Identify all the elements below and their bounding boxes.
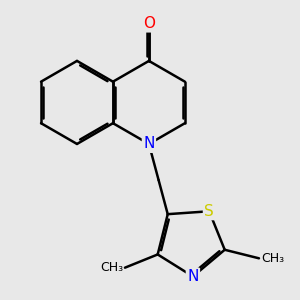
Text: N: N (187, 269, 199, 284)
Text: N: N (143, 136, 154, 152)
Text: CH₃: CH₃ (261, 252, 284, 265)
Text: CH₃: CH₃ (100, 261, 123, 274)
Text: O: O (143, 16, 155, 31)
Text: S: S (204, 204, 214, 219)
